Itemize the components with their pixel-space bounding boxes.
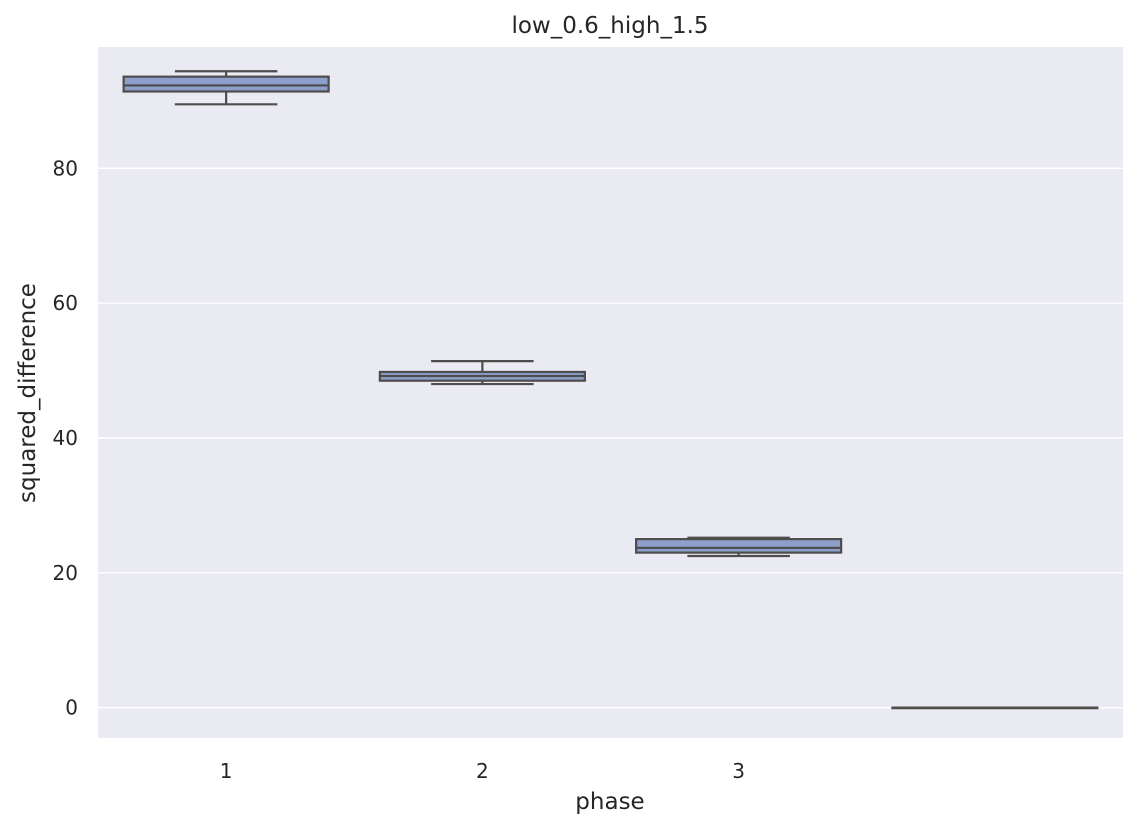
- y-tick-label: 0: [65, 696, 78, 720]
- y-axis-label: squared_difference: [15, 283, 41, 503]
- box-unlabeled: [891, 706, 1099, 710]
- box-3: [635, 536, 843, 558]
- box-1: [122, 70, 330, 106]
- x-tick-label: 2: [476, 759, 489, 783]
- y-tick-label: 60: [53, 291, 78, 315]
- box-iqr: [122, 75, 330, 93]
- y-tick-label: 20: [53, 561, 78, 585]
- x-tick-labels: 1 2 3: [220, 759, 745, 783]
- y-tick-label: 80: [53, 156, 78, 180]
- box-series: [122, 70, 1099, 710]
- y-tick-labels: 0 20 40 60 80: [53, 156, 78, 719]
- box-iqr: [635, 538, 843, 554]
- x-tick-label: 1: [220, 759, 233, 783]
- box-2: [378, 360, 586, 386]
- y-tick-label: 40: [53, 426, 78, 450]
- x-tick-label: 3: [732, 759, 745, 783]
- plot-area: [98, 47, 1123, 738]
- chart-title: low_0.6_high_1.5: [511, 13, 708, 39]
- x-axis-label: phase: [575, 789, 644, 815]
